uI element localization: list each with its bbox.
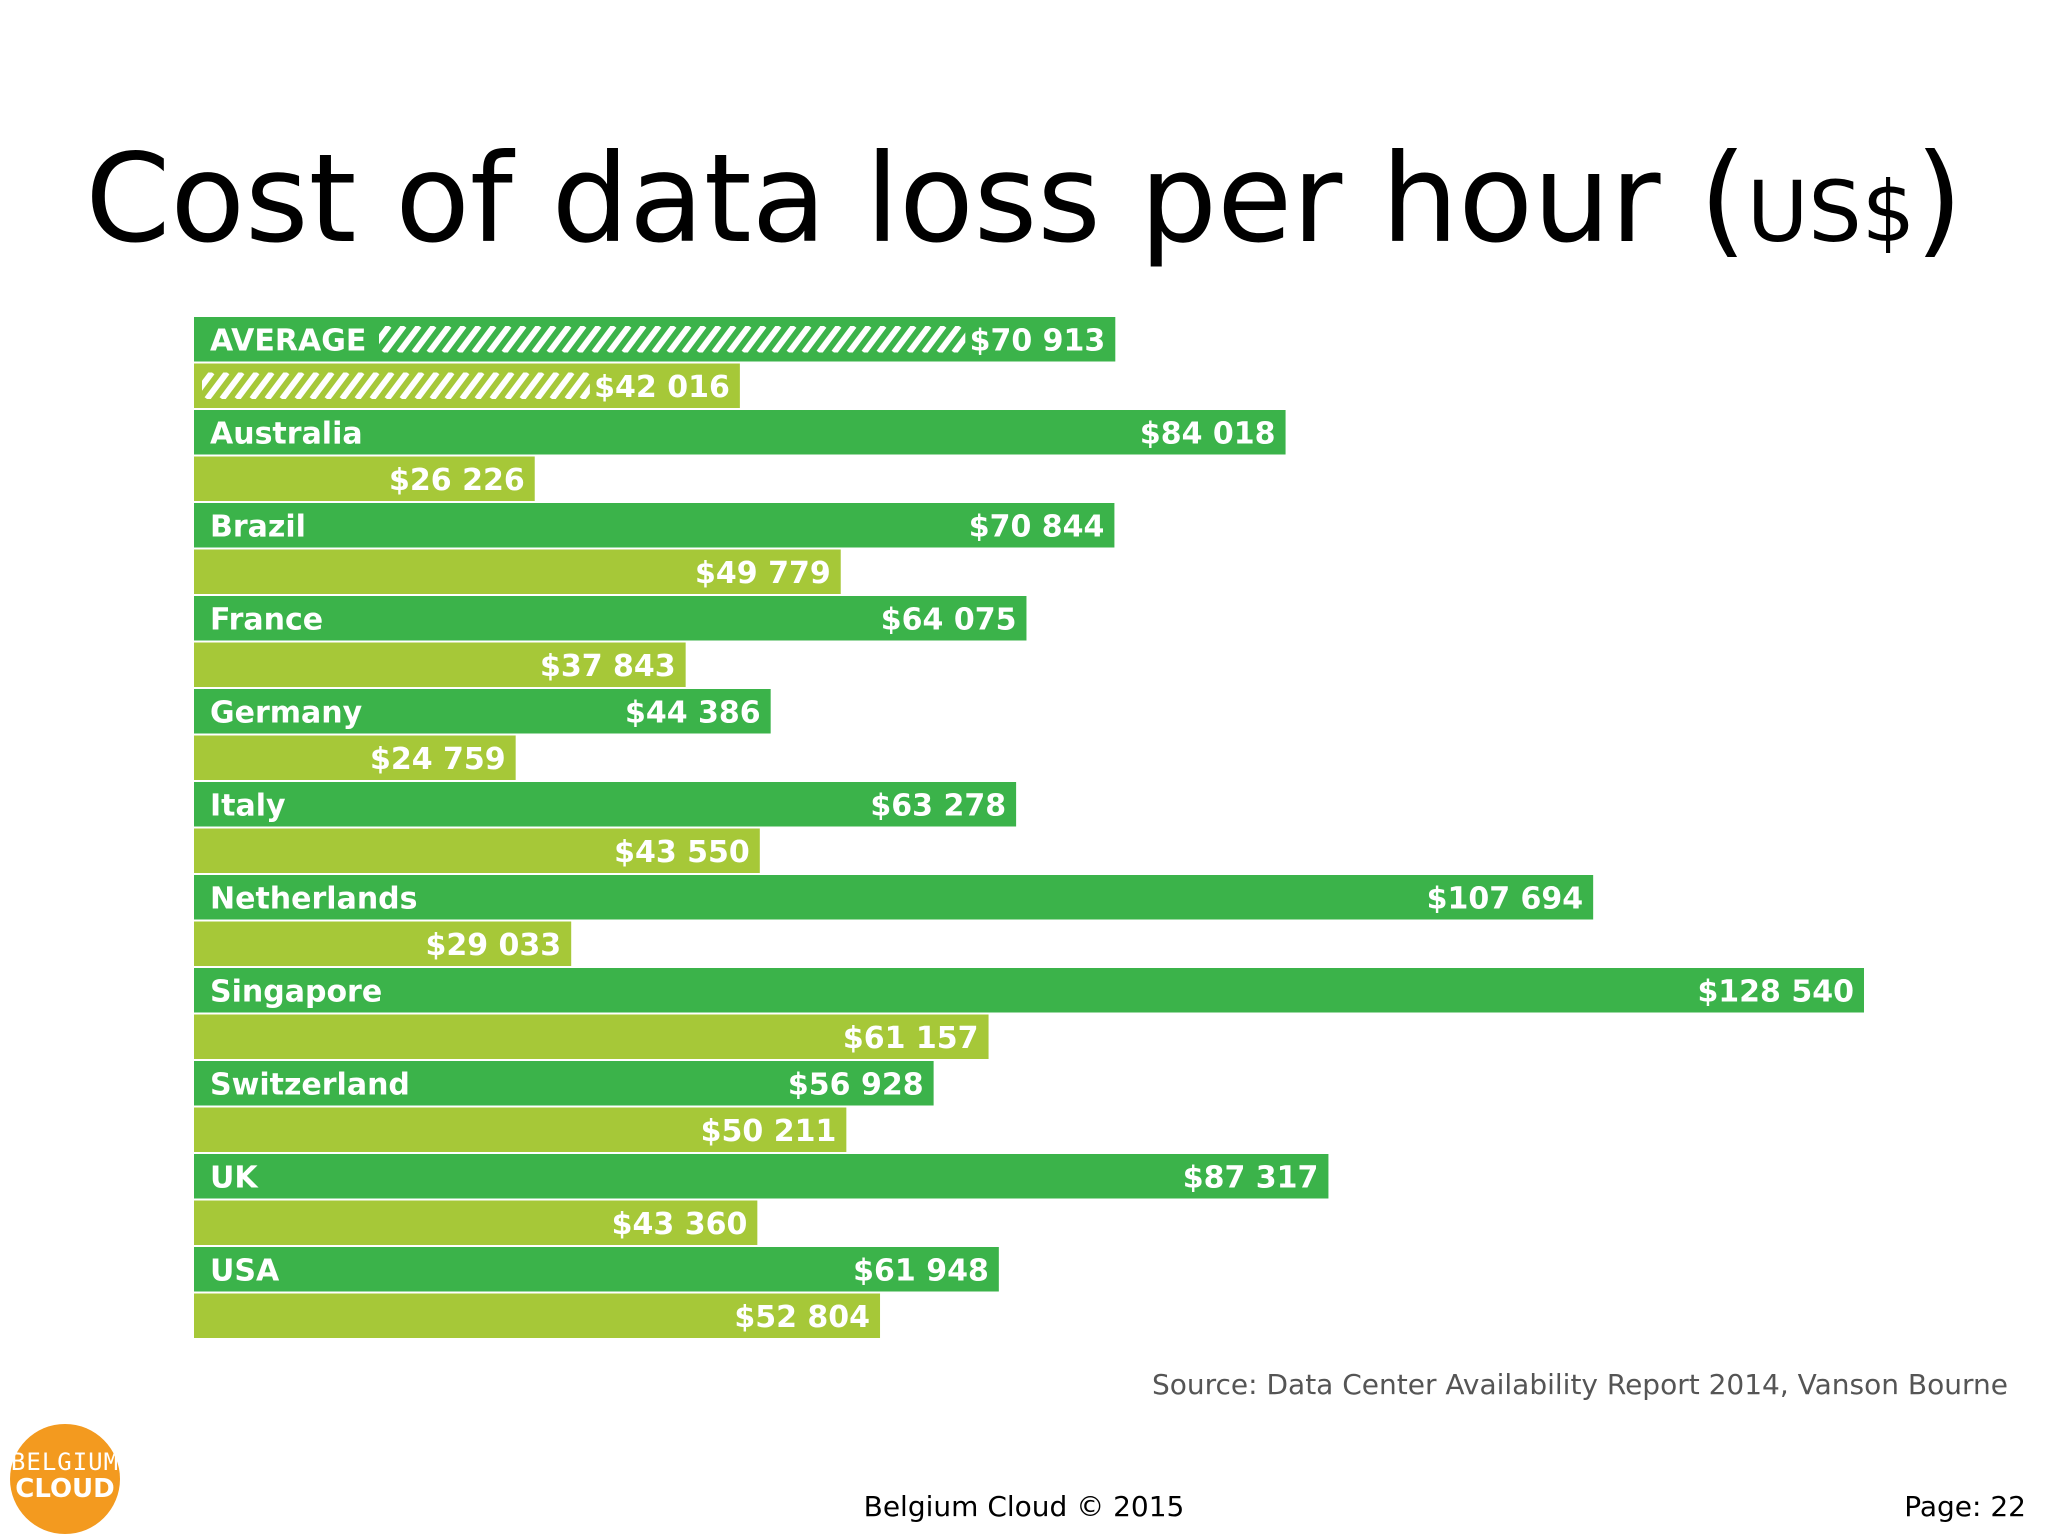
bar-uk-secondary bbox=[194, 1200, 758, 1245]
bar-italy-secondary bbox=[194, 828, 760, 873]
footer-copyright: Belgium Cloud © 2015 bbox=[863, 1490, 1185, 1523]
bar-france-primary bbox=[194, 596, 1027, 641]
average-hatch-secondary bbox=[202, 372, 590, 399]
bar-netherlands-secondary bbox=[194, 921, 572, 966]
value-label-switzerland-secondary: $50 211 bbox=[701, 1114, 837, 1149]
bar-brazil-primary bbox=[194, 503, 1115, 548]
value-label-france-secondary: $37 843 bbox=[540, 649, 676, 684]
bar-australia-secondary bbox=[194, 456, 535, 501]
page-number: Page: 22 bbox=[1904, 1490, 2026, 1523]
value-label-average-secondary: $42 016 bbox=[594, 370, 730, 405]
value-label-france-primary: $64 075 bbox=[881, 602, 1017, 637]
value-label-italy-primary: $63 278 bbox=[870, 788, 1006, 823]
category-label-brazil: Brazil bbox=[210, 509, 306, 544]
average-hatch-primary bbox=[379, 326, 966, 353]
category-label-italy: Italy bbox=[210, 788, 286, 823]
source-note: Source: Data Center Availability Report … bbox=[1151, 1368, 2008, 1401]
bar-average-secondary bbox=[194, 363, 740, 408]
value-label-brazil-secondary: $49 779 bbox=[695, 556, 831, 591]
category-label-average: AVERAGE bbox=[210, 323, 366, 358]
value-label-netherlands-secondary: $29 033 bbox=[425, 928, 561, 963]
value-label-italy-secondary: $43 550 bbox=[614, 835, 750, 870]
bar-italy-primary bbox=[194, 782, 1017, 827]
title-open-paren: ( bbox=[1699, 128, 1747, 270]
value-label-germany-secondary: $24 759 bbox=[370, 742, 506, 777]
value-label-singapore-primary: $128 540 bbox=[1697, 974, 1854, 1009]
bar-usa-primary bbox=[194, 1247, 999, 1292]
title-main: Cost of data loss per hour bbox=[85, 128, 1700, 270]
title-unit: US$ bbox=[1746, 163, 1916, 261]
logo-line1: BELGIUM bbox=[10, 1448, 120, 1476]
bars-group: $70 913 $42 016 AVERAGE $84 018 $26 226 Austr… bbox=[194, 317, 1864, 1338]
bar-switzerland-primary bbox=[194, 1061, 934, 1106]
bar-germany-primary bbox=[194, 689, 771, 734]
bar-singapore-secondary bbox=[194, 1014, 989, 1059]
belgium-cloud-logo: BELGIUM CLOUD bbox=[10, 1424, 120, 1534]
category-label-netherlands: Netherlands bbox=[210, 881, 418, 916]
value-label-usa-primary: $61 948 bbox=[853, 1253, 989, 1288]
category-label-germany: Germany bbox=[210, 695, 363, 730]
bar-netherlands-primary bbox=[194, 875, 1594, 920]
value-label-uk-primary: $87 317 bbox=[1183, 1160, 1319, 1195]
bar-brazil-secondary bbox=[194, 549, 841, 594]
bar-usa-secondary bbox=[194, 1293, 881, 1338]
value-label-usa-secondary: $52 804 bbox=[734, 1300, 870, 1335]
category-label-australia: Australia bbox=[210, 416, 363, 451]
value-label-australia-primary: $84 018 bbox=[1140, 416, 1276, 451]
value-label-netherlands-primary: $107 694 bbox=[1427, 881, 1584, 916]
bar-australia-primary bbox=[194, 410, 1286, 455]
value-label-singapore-secondary: $61 157 bbox=[843, 1021, 979, 1056]
value-label-brazil-primary: $70 844 bbox=[969, 509, 1105, 544]
category-label-switzerland: Switzerland bbox=[210, 1067, 410, 1102]
category-label-usa: USA bbox=[210, 1253, 280, 1288]
bar-switzerland-secondary bbox=[194, 1107, 847, 1152]
value-label-uk-secondary: $43 360 bbox=[612, 1207, 748, 1242]
bar-france-secondary bbox=[194, 642, 686, 687]
value-label-germany-primary: $44 386 bbox=[625, 695, 761, 730]
logo-line2: CLOUD bbox=[15, 1474, 115, 1504]
category-label-france: France bbox=[210, 602, 323, 637]
category-label-singapore: Singapore bbox=[210, 974, 382, 1009]
page-title: Cost of data loss per hour (US$) bbox=[0, 128, 2048, 270]
title-close-paren: ) bbox=[1915, 128, 1963, 270]
bar-uk-primary bbox=[194, 1154, 1329, 1199]
value-label-australia-secondary: $26 226 bbox=[389, 463, 525, 498]
category-label-uk: UK bbox=[210, 1160, 259, 1195]
value-label-average-primary: $70 913 bbox=[970, 323, 1106, 358]
bar-germany-secondary bbox=[194, 735, 516, 780]
value-label-switzerland-primary: $56 928 bbox=[788, 1067, 924, 1102]
bar-singapore-primary bbox=[194, 968, 1864, 1013]
